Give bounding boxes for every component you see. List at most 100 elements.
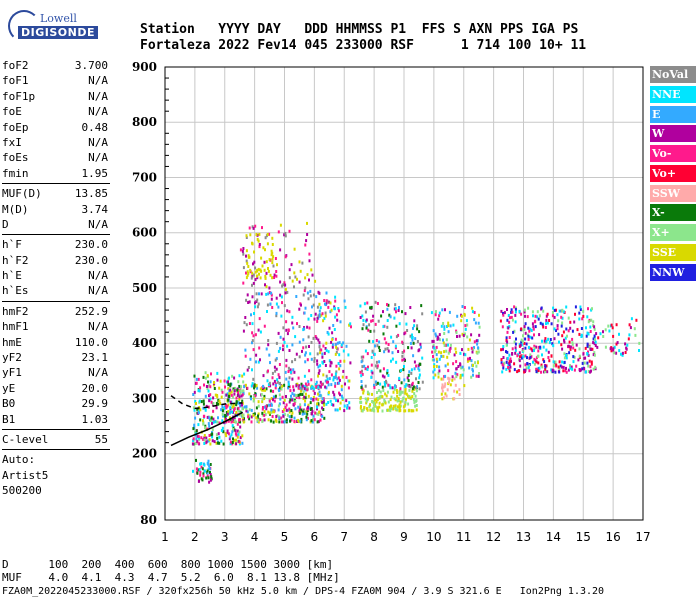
data-point (314, 411, 317, 415)
data-point (522, 355, 525, 359)
data-point (225, 434, 228, 438)
data-point (271, 376, 274, 380)
data-point (317, 338, 320, 342)
data-point (370, 375, 373, 379)
data-point (288, 415, 291, 419)
data-point (565, 305, 568, 309)
data-point (520, 340, 523, 344)
data-point (511, 310, 514, 314)
data-point (408, 394, 411, 398)
data-point (332, 324, 335, 327)
data-point (245, 409, 248, 413)
data-point (404, 400, 407, 404)
data-point (301, 384, 304, 388)
data-point (432, 376, 435, 380)
data-point (212, 396, 215, 400)
data-point (265, 271, 268, 275)
data-point (539, 321, 542, 325)
data-point (267, 418, 270, 422)
data-point (310, 419, 313, 423)
data-point (278, 375, 281, 379)
data-point (575, 343, 578, 347)
data-point (207, 439, 210, 443)
data-point (420, 304, 423, 308)
data-point (572, 346, 575, 350)
data-point (281, 395, 284, 399)
data-point (278, 420, 281, 424)
data-point (397, 397, 400, 401)
data-point (540, 363, 543, 367)
data-point (468, 338, 471, 342)
data-point (257, 360, 260, 364)
data-point (202, 437, 205, 441)
data-point (373, 409, 376, 413)
data-point (545, 364, 548, 368)
data-point (335, 364, 338, 368)
data-point (203, 434, 206, 437)
data-point (561, 316, 564, 320)
data-point (370, 363, 373, 367)
data-point (263, 324, 266, 328)
data-point (406, 376, 409, 380)
data-point (594, 365, 597, 369)
data-point (325, 386, 328, 390)
data-point (550, 322, 553, 326)
data-point (478, 333, 481, 337)
param-row: yF1 N/A (2, 365, 110, 380)
data-point (220, 439, 223, 443)
data-point (273, 276, 276, 279)
data-point (293, 393, 296, 397)
data-point (458, 393, 461, 396)
data-point (394, 398, 397, 402)
param-name: yF1 (2, 366, 22, 380)
data-point (348, 401, 351, 405)
data-point (337, 362, 340, 365)
data-point (263, 394, 266, 398)
data-point (235, 396, 238, 400)
param-separator (2, 300, 110, 302)
data-point (363, 406, 366, 410)
data-point (253, 260, 256, 264)
data-point (386, 347, 389, 351)
data-point (477, 350, 480, 354)
data-point (270, 253, 273, 257)
data-point (533, 349, 535, 352)
data-point (366, 408, 369, 412)
data-point (224, 385, 226, 389)
data-point (523, 308, 526, 312)
data-point (310, 378, 313, 382)
data-point (237, 409, 240, 413)
data-point (441, 383, 444, 387)
data-point (322, 399, 325, 403)
data-point (371, 319, 374, 323)
data-point (585, 334, 588, 338)
data-point (288, 229, 291, 233)
data-point (239, 389, 242, 393)
data-point (392, 390, 395, 394)
data-point (304, 351, 307, 355)
data-point (454, 383, 457, 387)
data-point (239, 425, 242, 429)
data-point (395, 310, 397, 314)
data-point (328, 377, 331, 381)
data-point (299, 386, 302, 390)
data-point (330, 383, 333, 387)
data-point (311, 305, 313, 309)
data-point (210, 416, 213, 420)
x-tick-label: 1 (161, 530, 169, 544)
data-point (571, 342, 574, 346)
data-point (203, 463, 206, 467)
data-point (267, 339, 270, 342)
param-separator (2, 428, 110, 430)
data-point (290, 370, 292, 374)
y-tick-label: 500 (132, 281, 157, 295)
data-point (324, 347, 327, 350)
data-point (432, 370, 435, 374)
data-point (447, 351, 450, 355)
data-point (229, 384, 232, 388)
data-point (193, 423, 196, 427)
data-point (304, 286, 307, 290)
data-point (403, 378, 406, 382)
data-point (560, 343, 563, 347)
data-point (228, 376, 230, 380)
